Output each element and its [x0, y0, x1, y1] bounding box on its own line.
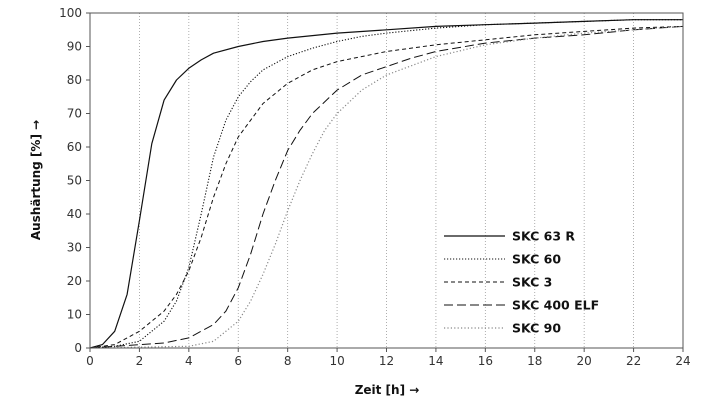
- series-line-skc-400-elf: [89, 25, 684, 349]
- y-tick-label: 40: [67, 207, 82, 221]
- x-tick-label: 24: [675, 354, 690, 368]
- x-tick-label: 6: [234, 354, 242, 368]
- x-tick-label: 12: [379, 354, 394, 368]
- x-tick-label: 16: [478, 354, 493, 368]
- legend: SKC 63 R SKC 60 SKC 3 SKC 400 ELF SKC 90: [444, 229, 599, 336]
- legend-label-skc-400-elf: SKC 400 ELF: [512, 298, 599, 313]
- y-tick-label: 100: [59, 6, 82, 20]
- y-tick-label: 0: [74, 341, 82, 355]
- legend-label-skc-90: SKC 90: [512, 321, 561, 336]
- x-tick-label: 4: [185, 354, 193, 368]
- legend-label-skc-63-r: SKC 63 R: [512, 229, 575, 244]
- x-tick-label: 14: [428, 354, 443, 368]
- y-tick-label: 70: [67, 107, 82, 121]
- y-tick-label: 20: [67, 274, 82, 288]
- series-line-skc-90: [89, 25, 684, 349]
- legend-label-skc-60: SKC 60: [512, 252, 561, 267]
- series-line-skc-3: [89, 25, 684, 349]
- x-tick-label: 10: [329, 354, 344, 368]
- x-tick-label: 8: [284, 354, 292, 368]
- x-tick-label: 2: [136, 354, 144, 368]
- axis-ticks: 0 2 4 6 8 10 12 14 16 18 20 22 240102030405060708090…: [59, 6, 691, 368]
- x-tick-label: 18: [527, 354, 542, 368]
- y-tick-label: 10: [67, 308, 82, 322]
- y-tick-label: 80: [67, 73, 82, 87]
- y-tick-label: 50: [67, 174, 82, 188]
- x-tick-label: 22: [626, 354, 641, 368]
- y-axis-label: Aushärtung [%] →: [29, 120, 43, 240]
- series-lines: [89, 19, 684, 349]
- grid-lines: [139, 13, 634, 348]
- legend-label-skc-3: SKC 3: [512, 275, 552, 290]
- x-axis-label: Zeit [h] →: [355, 383, 420, 397]
- y-tick-label: 30: [67, 241, 82, 255]
- x-tick-label: 0: [86, 354, 94, 368]
- y-tick-label: 60: [67, 140, 82, 154]
- x-tick-label: 20: [577, 354, 592, 368]
- y-tick-label: 90: [67, 40, 82, 54]
